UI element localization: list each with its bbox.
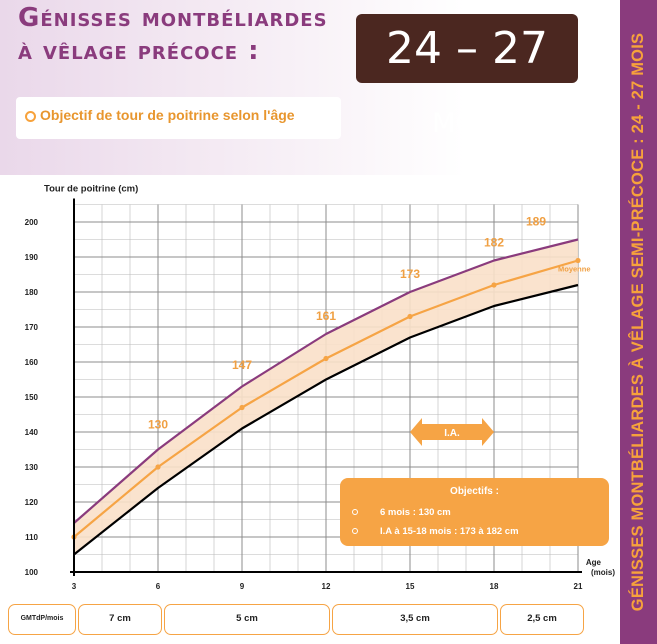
badge-unit: MOIS — [432, 108, 502, 139]
page-title: Génisses montbéliardes à vêlage précoce … — [18, 2, 328, 68]
objectives-callout: Objectifs : 6 mois : 130 cm I.A à 15-18 … — [340, 478, 609, 546]
section-title-box — [16, 97, 341, 139]
chart-axes: 100 110 120 130 140 150 160 170 180 190 200 3 6 9 12 15… — [25, 184, 616, 592]
series-point — [155, 464, 161, 470]
x-tick-label: 3 — [72, 582, 77, 591]
series-point — [323, 355, 329, 362]
chart-labels: 130 147 161 173 182 189 Moyenne I.A. — [148, 215, 591, 446]
side-banner-text: GÉNISSES MONTBÉLIARDES À VÊLAGE SEMI-PRÉ… — [629, 32, 647, 612]
x-tick-label: 12 — [322, 582, 331, 591]
x-tick-label: 15 — [406, 582, 415, 591]
y-tick-label: 130 — [25, 463, 39, 472]
badge-range: 24 – 27 — [386, 23, 548, 74]
callout-item-text: I.A à 15-18 mois : 173 à 182 cm — [380, 526, 519, 537]
x-axis-unit: (mois) — [591, 568, 615, 577]
gmtdp-cell: 5 cm — [164, 604, 330, 635]
gmtdp-cell: 3,5 cm — [332, 604, 498, 635]
ia-arrow — [410, 418, 494, 446]
chart-lines — [71, 238, 581, 556]
series-line-upper — [73, 238, 579, 524]
callout-title: Objectifs : — [450, 486, 499, 497]
y-axis-title: Tour de poitrine (cm) — [44, 184, 138, 195]
title-line-1: Génisses montbéliardes — [18, 3, 328, 33]
data-label: 173 — [400, 267, 420, 281]
range-band — [74, 239, 578, 555]
y-tick-label: 160 — [25, 358, 39, 367]
series-point — [575, 257, 581, 264]
series-point — [407, 313, 413, 320]
y-tick-label: 190 — [25, 253, 39, 262]
gmtdp-header: GMTdP/mois — [8, 604, 76, 635]
gmtdp-cell: 7 cm — [78, 604, 162, 635]
callout-item-text: 6 mois : 130 cm — [380, 507, 451, 518]
y-tick-label: 150 — [25, 393, 39, 402]
section-title: Objectif de tour de poitrine selon l'âge — [40, 107, 295, 123]
data-label: 161 — [316, 309, 336, 323]
callout-item: 6 mois : 130 cm — [352, 507, 451, 518]
side-banner — [620, 0, 657, 644]
y-tick-label: 180 — [25, 288, 39, 297]
x-axis-title: Age — [586, 558, 602, 567]
x-tick-label: 18 — [490, 582, 499, 591]
series-point — [491, 282, 497, 288]
data-label: 130 — [148, 418, 168, 432]
y-tick-label: 140 — [25, 428, 39, 437]
data-label: 189 — [526, 215, 546, 229]
callout-item: I.A à 15-18 mois : 173 à 182 cm — [352, 526, 519, 537]
age-badge: 24 – 27 MOIS — [356, 14, 578, 139]
x-tick-label: 9 — [240, 582, 245, 591]
x-tick-label: 6 — [156, 582, 161, 591]
ia-arrow-label: I.A. — [444, 428, 460, 439]
y-tick-label: 110 — [25, 533, 38, 542]
y-tick-label: 170 — [25, 323, 39, 332]
x-tick-label: 21 — [574, 582, 583, 591]
series-label-mean: Moyenne — [558, 265, 591, 274]
bullet-icon — [25, 111, 36, 122]
bullet-icon — [352, 509, 358, 516]
y-tick-label: 200 — [25, 218, 39, 227]
gmtdp-cell: 2,5 cm — [500, 604, 584, 635]
series-line-lower — [73, 283, 579, 556]
data-label: 182 — [484, 236, 504, 250]
chart-band — [74, 239, 578, 555]
title-line-2: à vêlage précoce : — [18, 36, 260, 66]
y-tick-label: 100 — [25, 568, 39, 577]
data-label: 147 — [232, 358, 252, 372]
y-tick-label: 120 — [25, 498, 39, 507]
series-point — [239, 404, 245, 411]
bullet-icon — [352, 528, 358, 535]
